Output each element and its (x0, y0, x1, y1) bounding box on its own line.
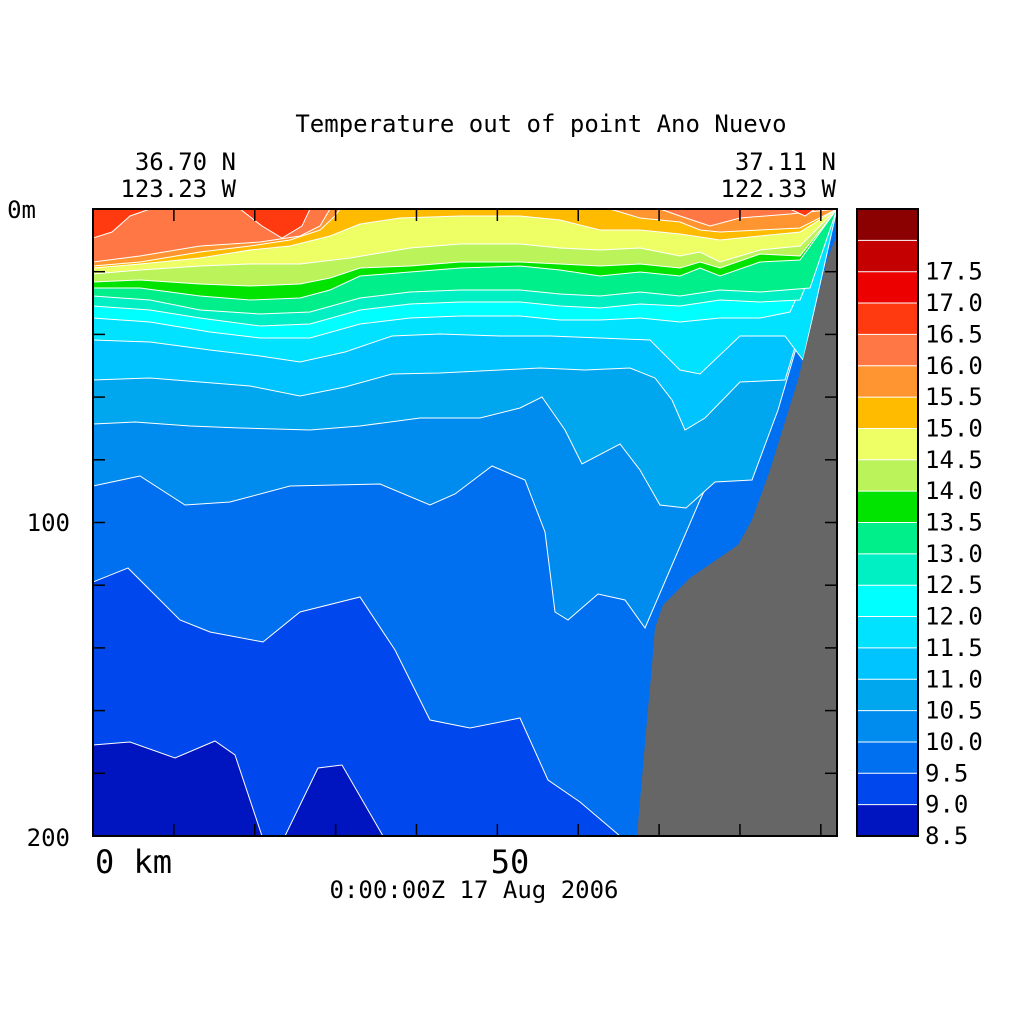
colorbar-swatch (857, 741, 918, 774)
colorbar-label: 10.5 (925, 697, 983, 725)
y-tick-label-0: 0m (7, 196, 36, 224)
start-latitude-label: 36.70 N (135, 148, 236, 176)
colorbar-label: 16.0 (925, 352, 983, 380)
x-tick-label-50: 50 (491, 843, 530, 881)
colorbar-swatch (857, 804, 918, 837)
x-tick-label-0: 0 km (95, 843, 172, 881)
colorbar-swatch (857, 459, 918, 492)
end-latitude-label: 37.11 N (735, 148, 836, 176)
colorbar-label: 12.5 (925, 571, 983, 599)
colorbar-swatch (857, 209, 918, 241)
colorbar-swatch (857, 428, 918, 461)
colorbar-label: 14.5 (925, 446, 983, 474)
colorbar-label: 17.0 (925, 289, 983, 317)
colorbar-swatch (857, 271, 918, 304)
temperature-band-16-5 (93, 209, 816, 239)
colorbar: 17.5 17.0 16.5 16.0 15.5 15.0 14.5 14.0 13.5 13.0… (856, 208, 983, 850)
colorbar-label: 15.0 (925, 414, 983, 442)
colorbar-label: 11.5 (925, 634, 983, 662)
y-axis: 0m 100 200 (7, 196, 837, 852)
colorbar-label: 13.5 (925, 509, 983, 537)
colorbar-label: 13.0 (925, 540, 983, 568)
colorbar-label: 14.0 (925, 477, 983, 505)
colorbar-swatch (857, 303, 918, 335)
colorbar-swatch (857, 365, 918, 398)
colorbar-label: 15.5 (925, 383, 983, 411)
colorbar-label: 16.5 (925, 320, 983, 348)
start-longitude-label: 123.23 W (120, 175, 236, 203)
colorbar-swatch (857, 773, 918, 806)
colorbar-label: 17.5 (925, 258, 983, 286)
colorbar-swatch (857, 679, 918, 712)
land-mask (637, 209, 837, 836)
colorbar-frame (856, 208, 919, 837)
end-longitude-label: 122.33 W (720, 175, 836, 203)
colorbar-swatch (857, 240, 918, 273)
colorbar-label: 12.0 (925, 603, 983, 631)
colorbar-label: 9.0 (925, 791, 968, 819)
colorbar-swatch (857, 491, 918, 523)
colorbar-label: 9.5 (925, 759, 968, 787)
colorbar-swatch (857, 553, 918, 586)
colorbar-swatch (857, 647, 918, 680)
plot-area (92, 208, 838, 837)
x-axis: 0 km 50 (95, 209, 822, 881)
chart-title: Temperature out of point Ano Nuevo (295, 110, 786, 138)
colorbar-swatch (857, 397, 918, 429)
y-tick-label-200: 200 (27, 824, 70, 852)
colorbar-swatch (857, 710, 918, 743)
y-tick-label-100: 100 (27, 509, 70, 537)
colorbar-swatch (857, 522, 918, 555)
colorbar-label: 11.0 (925, 665, 983, 693)
colorbar-label: 10.0 (925, 728, 983, 756)
colorbar-swatch (857, 334, 918, 367)
colorbar-swatch (857, 585, 918, 618)
timestamp-label: 0:00:00Z 17 Aug 2006 (330, 876, 619, 904)
colorbar-swatch (857, 616, 918, 649)
colorbar-label: 8.5 (925, 822, 968, 850)
